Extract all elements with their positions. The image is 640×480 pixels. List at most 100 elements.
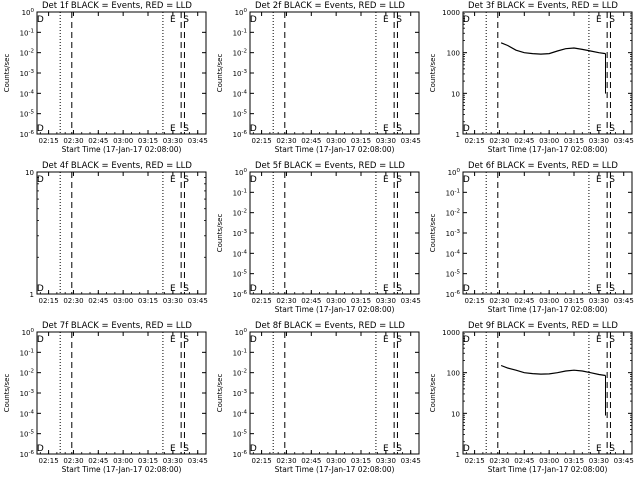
- x-tick-label: 03:45: [401, 137, 421, 145]
- x-tick-label: 03:00: [326, 297, 346, 305]
- event-marker-label: E: [383, 175, 389, 185]
- chart-title: Det 6f BLACK = Events, RED = LLD: [468, 161, 618, 171]
- event-marker-label: E: [596, 124, 602, 134]
- event-marker-label: D: [37, 335, 44, 345]
- event-marker-label: S: [183, 335, 189, 345]
- y-tick-label: 100: [448, 168, 461, 177]
- event-marker-label: D: [250, 444, 257, 454]
- x-tick-label: 03:45: [401, 457, 421, 465]
- event-marker-label: D: [463, 175, 470, 185]
- event-marker-label: S: [609, 444, 615, 454]
- y-tick-label: 10-4: [20, 409, 35, 418]
- x-tick-label: 03:45: [188, 457, 208, 465]
- chart-title: Det 3f BLACK = Events, RED = LLD: [468, 1, 618, 11]
- y-tick-label: 10-2: [233, 369, 247, 378]
- event-marker-label: D: [37, 444, 44, 454]
- event-marker-label: E: [596, 15, 602, 25]
- events-series-line: [500, 42, 606, 55]
- y-tick-label: 10: [25, 169, 34, 177]
- event-marker-label: D: [250, 15, 257, 25]
- event-marker-label: D: [463, 284, 470, 294]
- x-tick-label: 03:30: [163, 457, 183, 465]
- event-marker-label: E: [170, 175, 176, 185]
- x-tick-label: 02:30: [63, 457, 83, 465]
- event-marker-label: D: [463, 335, 470, 345]
- y-tick-label: 10-3: [20, 389, 35, 398]
- y-tick-label: 10-3: [446, 229, 461, 238]
- event-marker-label: E: [383, 444, 389, 454]
- y-axis-label: Counts/sec: [429, 214, 437, 253]
- y-tick-label: 10-6: [233, 290, 248, 299]
- event-marker-label: D: [463, 15, 470, 25]
- chart-title: Det 4f BLACK = Events, RED = LLD: [42, 161, 192, 171]
- event-marker-label: D: [250, 335, 257, 345]
- y-tick-label: 100: [235, 168, 248, 177]
- events-series-line: [500, 364, 606, 377]
- x-tick-label: 02:30: [489, 137, 509, 145]
- x-tick-label: 03:30: [163, 137, 183, 145]
- x-tick-label: 02:15: [252, 137, 272, 145]
- y-tick-label: 10-5: [233, 110, 248, 119]
- y-tick-label: 10-1: [446, 188, 460, 197]
- x-tick-label: 02:15: [252, 457, 272, 465]
- y-tick-label: 10-6: [233, 130, 248, 139]
- detector-panel: Det 6f BLACK = Events, RED = LLD 10-6 10-5…: [426, 160, 639, 320]
- x-tick-label: 02:15: [465, 137, 485, 145]
- event-marker-label: D: [37, 15, 44, 25]
- x-tick-label: 03:45: [188, 297, 208, 305]
- x-tick-label: 02:45: [514, 137, 534, 145]
- chart-title: Det 7f BLACK = Events, RED = LLD: [42, 321, 192, 331]
- x-tick-label: 02:45: [301, 457, 321, 465]
- event-marker-label: D: [463, 124, 470, 134]
- detector-panel: Det 9f BLACK = Events, RED = LLD 1 10 100 10…: [426, 320, 639, 480]
- y-tick-label: 10-5: [20, 110, 35, 119]
- y-tick-label: 10: [451, 410, 460, 418]
- x-tick-label: 03:30: [589, 297, 609, 305]
- x-tick-label: 02:15: [465, 297, 485, 305]
- x-tick-label: 02:45: [88, 457, 108, 465]
- y-axis-label: Counts/sec: [216, 374, 224, 413]
- x-tick-label: 03:45: [614, 297, 634, 305]
- event-marker-label: S: [609, 124, 615, 134]
- x-tick-label: 03:15: [138, 137, 158, 145]
- event-marker-label: S: [396, 15, 402, 25]
- x-tick-label: 02:45: [514, 457, 534, 465]
- x-tick-label: 02:30: [276, 457, 296, 465]
- x-axis-label: Start Time (17-Jan-17 02:08:00): [275, 465, 395, 474]
- y-tick-label: 10-3: [233, 229, 248, 238]
- detector-panel: Det 5f BLACK = Events, RED = LLD 10-6 10-5…: [213, 160, 426, 320]
- y-tick-label: 100: [235, 328, 248, 337]
- y-tick-label: 1: [456, 451, 460, 459]
- y-tick-label: 10-6: [233, 450, 248, 459]
- event-marker-label: E: [170, 124, 176, 134]
- y-tick-label: 10-5: [233, 270, 248, 279]
- x-tick-label: 03:00: [113, 297, 133, 305]
- detector-panel: Det 7f BLACK = Events, RED = LLD 10-6 10-5…: [0, 320, 213, 480]
- event-marker-label: S: [183, 175, 189, 185]
- x-tick-label: 02:15: [465, 457, 485, 465]
- x-tick-label: 03:30: [589, 137, 609, 145]
- x-tick-label: 02:45: [88, 137, 108, 145]
- y-tick-label: 10-4: [446, 249, 461, 258]
- y-tick-label: 10-4: [233, 89, 248, 98]
- y-tick-label: 10-1: [233, 28, 247, 37]
- x-tick-label: 03:45: [401, 297, 421, 305]
- y-tick-label: 100: [22, 8, 35, 17]
- x-axis-label: Start Time (17-Jan-17 02:08:00): [488, 465, 608, 474]
- x-tick-label: 03:00: [539, 297, 559, 305]
- y-tick-label: 10-1: [233, 348, 247, 357]
- event-marker-label: E: [596, 175, 602, 185]
- x-axis-label: Start Time (17-Jan-17 02:08:00): [62, 465, 182, 474]
- y-tick-label: 10-2: [20, 49, 34, 58]
- event-marker-label: E: [596, 444, 602, 454]
- y-tick-label: 10-5: [233, 430, 248, 439]
- chart-title: Det 1f BLACK = Events, RED = LLD: [42, 1, 192, 11]
- x-tick-label: 02:30: [63, 137, 83, 145]
- y-tick-label: 10-2: [446, 209, 460, 218]
- detector-panel: Det 8f BLACK = Events, RED = LLD 10-6 10-5…: [213, 320, 426, 480]
- y-tick-label: 10-2: [20, 369, 34, 378]
- x-tick-label: 03:30: [589, 457, 609, 465]
- x-axis-label: Start Time (17-Jan-17 02:08:00): [488, 145, 608, 154]
- y-tick-label: 100: [447, 370, 460, 378]
- event-marker-label: S: [396, 444, 402, 454]
